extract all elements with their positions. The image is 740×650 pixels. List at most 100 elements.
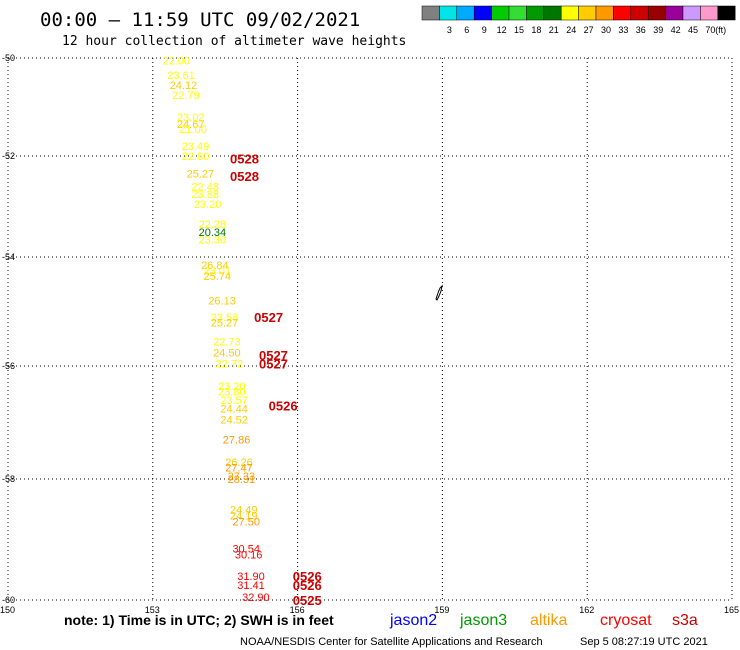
wave-height-value: 23.58 — [211, 312, 239, 324]
legend-tick-label: 12 — [497, 25, 507, 35]
wave-height-value: 22.72 — [216, 358, 244, 370]
legend-tick-label: 39 — [653, 25, 663, 35]
satellite-legend: jason2 jason3 altika cryosat s3a — [389, 612, 698, 629]
legend-swatch — [473, 5, 492, 21]
pass-time-label: 0526 — [293, 578, 322, 593]
wave-height-value: 32.90 — [242, 592, 270, 604]
pass-time-label: 0527 — [254, 310, 283, 325]
satellite-name-cryosat: cryosat — [600, 612, 652, 629]
pass-time-label: 0527 — [259, 356, 288, 371]
legend-swatch — [526, 5, 545, 21]
satellite-name-altika: altika — [530, 612, 567, 629]
lon-tick-label: 153 — [145, 605, 160, 615]
legend-tick-label: 9 — [482, 25, 487, 35]
legend-tick-label: 24 — [566, 25, 576, 35]
wave-height-value: 20.34 — [199, 227, 227, 239]
wave-height-value: 21.00 — [179, 124, 207, 136]
wave-height-value: 23.01 — [203, 266, 231, 278]
wave-height-value: 24.19 — [230, 510, 258, 522]
pass-time-label: 0528 — [230, 152, 259, 167]
legend-swatch — [456, 5, 475, 21]
wave-height-value: 26.13 — [208, 296, 236, 308]
wave-height-value: 22.79 — [172, 90, 200, 102]
pass-time-label: 0527 — [259, 348, 288, 363]
legend-tick-label: 3 — [447, 25, 452, 35]
wave-height-value: 24.49 — [230, 504, 258, 516]
legend-swatch — [578, 5, 597, 21]
wave-height-value: 22.48 — [191, 181, 219, 193]
map-title: 00:00 – 11:59 UTC 09/02/2021 — [40, 9, 360, 31]
wave-height-value: 31.90 — [237, 571, 265, 583]
legend-tick-label: 30 — [601, 25, 611, 35]
wave-height-value: 23.61 — [167, 70, 195, 82]
lat-tick-label: -56 — [2, 361, 15, 371]
wave-height-value: 23.30 — [199, 234, 227, 246]
legend-swatch — [508, 5, 527, 21]
wave-height-value: 25.27 — [211, 317, 239, 329]
wave-height-value: 30.54 — [232, 544, 260, 556]
footer-credit: NOAA/NESDIS Center for Satellite Applica… — [240, 636, 543, 648]
wave-height-value: 26.84 — [201, 260, 229, 272]
wave-height-value: 31.41 — [237, 580, 265, 592]
lon-tick-label: 159 — [434, 605, 449, 615]
legend-swatch — [543, 5, 562, 21]
pass-time-label: 0526 — [269, 399, 298, 414]
wave-height-value: 24.52 — [220, 415, 248, 427]
lat-tick-label: -60 — [2, 595, 15, 605]
color-legend: 3 6 9 12 15 18 21 24 27 30 33 36 39 42 45 70 (ft) — [421, 5, 736, 35]
footer-note: note: 1) Time is in UTC; 2) SWH is in fe… — [64, 612, 334, 628]
wave-height-value: 30.16 — [235, 550, 263, 562]
legend-tick-label: 18 — [531, 25, 541, 35]
legend-unit: (ft) — [715, 25, 726, 35]
legend-swatch — [613, 5, 632, 21]
wave-height-value: 23.49 — [182, 141, 210, 153]
wave-height-value: 22.73 — [213, 336, 241, 348]
legend-tick-label: 27 — [584, 25, 594, 35]
legend-swatch — [700, 5, 719, 21]
wave-height-value: 23.88 — [191, 189, 219, 201]
legend-tick-label: 36 — [636, 25, 646, 35]
legend-tick-label: 6 — [464, 25, 469, 35]
legend-swatch — [682, 5, 701, 21]
legend-tick-label: 21 — [549, 25, 559, 35]
legend-swatch — [421, 5, 440, 21]
legend-tick-label: 70 — [705, 25, 715, 35]
wave-height-value: 23.02 — [177, 112, 205, 124]
island-coastline — [435, 284, 443, 301]
wave-height-value: 27.33 — [228, 471, 256, 483]
wave-height-value: 22.80 — [182, 151, 210, 163]
lat-tick-label: -58 — [2, 474, 15, 484]
legend-tick-label: 45 — [688, 25, 698, 35]
legend-swatch — [595, 5, 614, 21]
lon-tick-label: 162 — [579, 605, 594, 615]
legend-swatch — [647, 5, 666, 21]
wave-height-value: 27.47 — [225, 463, 253, 475]
legend-swatch — [560, 5, 579, 21]
legend-swatch — [630, 5, 649, 21]
wave-height-value: 22.00 — [162, 55, 190, 67]
satellite-name-jason2: jason2 — [389, 612, 437, 629]
lon-tick-label: 165 — [724, 605, 739, 615]
wave-height-value: 26.26 — [225, 457, 253, 469]
pass-time-label: 0525 — [293, 593, 322, 608]
wave-height-value: 28.31 — [228, 474, 256, 486]
lat-tick-label: -54 — [2, 252, 15, 262]
legend-swatch — [439, 5, 458, 21]
lat-tick-label: -50 — [2, 53, 15, 63]
legend-swatch — [665, 5, 684, 21]
lat-tick-label: -52 — [2, 151, 15, 161]
legend-tick-label: 42 — [671, 25, 681, 35]
wave-height-value: 24.44 — [220, 403, 248, 415]
legend-tick-label: 15 — [514, 25, 524, 35]
pass-time-label: 0526 — [293, 569, 322, 584]
lon-tick-label: 156 — [290, 605, 305, 615]
lat-lon-grid: 150 153 156 159 162 165 -50 -52 -54 -56 -58 -60 — [0, 53, 739, 615]
wave-height-value: 24.50 — [213, 347, 241, 359]
wave-height-value: 25.74 — [203, 271, 231, 283]
wave-height-value: 24.67 — [177, 119, 205, 131]
lon-tick-label: 150 — [0, 605, 15, 615]
wave-height-value: 24.12 — [170, 80, 198, 92]
